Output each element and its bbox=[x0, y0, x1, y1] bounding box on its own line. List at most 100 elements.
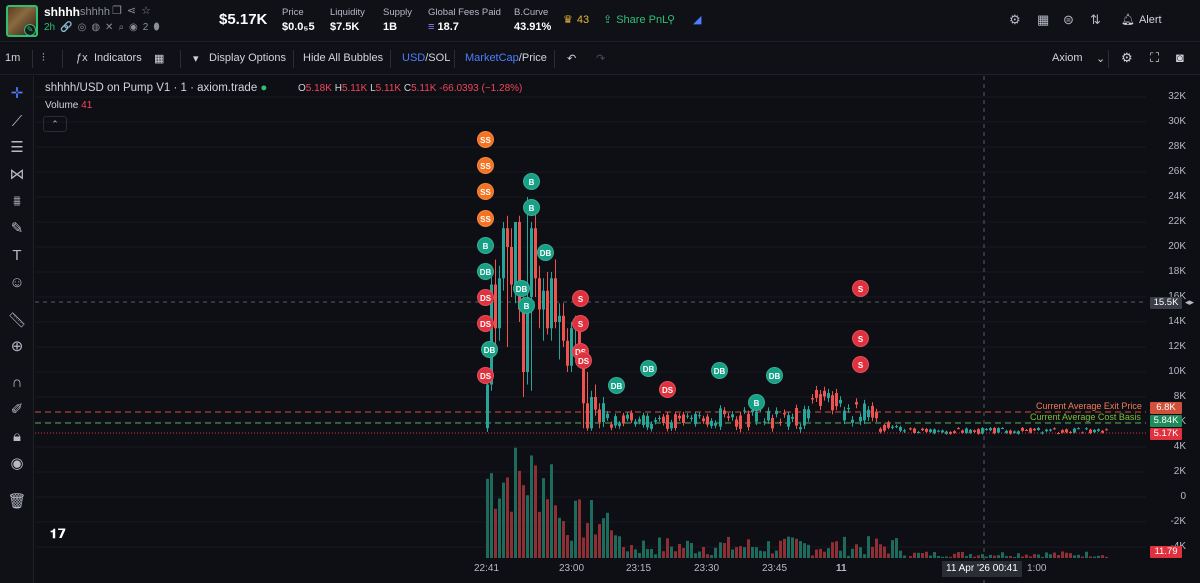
trade-bubble-s[interactable]: S bbox=[572, 290, 589, 307]
chart-settings-icon[interactable]: ⚙ bbox=[1121, 50, 1133, 65]
candle-body bbox=[1029, 428, 1032, 433]
magnet-icon[interactable]: ∩ bbox=[11, 374, 23, 391]
projection-icon[interactable]: ⩩ bbox=[12, 193, 21, 210]
tradingview-logo-icon[interactable]: 𝟏𝟳 bbox=[50, 526, 67, 541]
pump-icon[interactable]: ⬮ bbox=[153, 22, 160, 33]
star-icon[interactable]: ☆ bbox=[141, 5, 151, 17]
crosshair-icon[interactable]: ✛ bbox=[10, 85, 24, 102]
link-icon[interactable]: 🔗 bbox=[60, 22, 73, 33]
grid-icon[interactable]: ▦ bbox=[1037, 12, 1050, 27]
indicators-icon[interactable]: ƒx bbox=[76, 52, 88, 64]
y-tick-label: 26K bbox=[1168, 166, 1186, 177]
trade-bubble-db[interactable]: DB bbox=[766, 367, 783, 384]
candle-body bbox=[682, 414, 685, 423]
provider-caret-icon[interactable]: ⌄ bbox=[1096, 53, 1106, 65]
trade-bubble-db[interactable]: DB bbox=[513, 280, 530, 297]
currency-toggle[interactable]: USD/SOL bbox=[402, 52, 451, 64]
trade-bubble-db[interactable]: DB bbox=[477, 263, 494, 280]
candle-type-icon[interactable]: ⫶ bbox=[42, 52, 45, 64]
swap-icon[interactable]: ⇅ bbox=[1090, 12, 1101, 27]
trade-bubble-b[interactable]: B bbox=[477, 237, 494, 254]
timeframe-button[interactable]: 1m bbox=[5, 52, 21, 64]
trade-bubble-db[interactable]: DB bbox=[711, 362, 728, 379]
stay-drawing-icon[interactable]: ✐ bbox=[10, 401, 24, 418]
trade-bubble-s[interactable]: S bbox=[852, 356, 869, 373]
hide-icon[interactable]: ◉ bbox=[10, 455, 24, 472]
trade-bubble-db[interactable]: DB bbox=[640, 360, 657, 377]
trade-bubble-ss[interactable]: SS bbox=[477, 210, 494, 227]
trade-bubble-ss[interactable]: SS bbox=[477, 183, 494, 200]
alert-button[interactable]: 🔔︎ Alert bbox=[1121, 13, 1162, 27]
price-chart-area[interactable] bbox=[35, 76, 1146, 583]
trade-bubble-ds[interactable]: DS bbox=[575, 352, 592, 369]
pattern-icon[interactable]: ⋈ bbox=[9, 166, 25, 183]
brush-icon[interactable]: ✎ bbox=[10, 220, 24, 237]
marketcap-price-toggle[interactable]: MarketCap/Price bbox=[465, 52, 547, 64]
volume-bar bbox=[871, 546, 874, 558]
website-icon[interactable]: ◎ bbox=[77, 22, 87, 33]
trade-bubble-b[interactable]: B bbox=[523, 173, 540, 190]
ruler-icon[interactable]: 📏︎ bbox=[7, 312, 27, 329]
camera-icon[interactable]: ◙ bbox=[1176, 50, 1184, 65]
candle-body bbox=[570, 328, 573, 366]
trade-bubble-b[interactable]: B bbox=[518, 297, 535, 314]
trade-bubble-ds[interactable]: DS bbox=[477, 289, 494, 306]
trade-bubble-s[interactable]: S bbox=[572, 315, 589, 332]
layout-icon[interactable]: ▦ bbox=[154, 53, 165, 65]
trade-bubble-db[interactable]: DB bbox=[537, 244, 554, 261]
volume-bar bbox=[913, 552, 916, 558]
hide-bubbles-button[interactable]: Hide All Bubbles bbox=[303, 52, 384, 64]
trade-bubble-ss[interactable]: SS bbox=[477, 157, 494, 174]
trade-bubble-ss[interactable]: SS bbox=[477, 131, 494, 148]
share-icon[interactable]: ⋖ bbox=[126, 5, 137, 17]
trade-bubble-db[interactable]: DB bbox=[481, 341, 498, 358]
dollar-icon[interactable]: ⊜ bbox=[1063, 12, 1074, 27]
crown-counter[interactable]: ♛ 43 bbox=[563, 13, 590, 27]
eye-icon[interactable]: ◉ bbox=[129, 22, 138, 33]
x-tick-label: 23:00 bbox=[559, 563, 585, 574]
search-icon[interactable]: ⌕ bbox=[118, 22, 125, 33]
collapse-legend-button[interactable]: ⌃ bbox=[43, 116, 67, 132]
share-pnl-button[interactable]: ⇪ Share PnL bbox=[603, 13, 669, 27]
volume-bar bbox=[1093, 556, 1096, 558]
display-options-button[interactable]: Display Options bbox=[209, 52, 287, 64]
trade-bubble-b[interactable]: B bbox=[523, 199, 540, 216]
announce-icon[interactable]: ◢ bbox=[693, 14, 702, 26]
trade-bubble-s[interactable]: S bbox=[852, 280, 869, 297]
candle-body bbox=[989, 428, 992, 431]
lock-icon[interactable]: 🔒︎ bbox=[13, 428, 21, 445]
token-age: 2h bbox=[44, 22, 56, 33]
volume-bar bbox=[542, 478, 545, 558]
price-axis[interactable] bbox=[1146, 76, 1200, 583]
candle-body bbox=[887, 422, 890, 428]
candle-body bbox=[851, 419, 854, 423]
twitter-icon[interactable]: ✕ bbox=[105, 22, 114, 33]
undo-icon[interactable]: ↶ bbox=[567, 53, 577, 65]
trade-bubble-ds[interactable]: DS bbox=[659, 381, 676, 398]
trade-bubble-ds[interactable]: DS bbox=[477, 315, 494, 332]
trend-line-icon[interactable]: ⟋ bbox=[11, 113, 23, 130]
candle-body bbox=[767, 410, 770, 421]
emoji-icon[interactable]: ☺ bbox=[9, 274, 25, 291]
trash-icon[interactable]: 🗑︎ bbox=[7, 493, 27, 510]
chart-icon[interactable]: ◍ bbox=[91, 22, 101, 33]
copy-icon[interactable]: ❐ bbox=[112, 5, 122, 17]
trade-bubble-ds[interactable]: DS bbox=[477, 367, 494, 384]
text-icon[interactable]: T bbox=[12, 247, 22, 264]
pin-icon[interactable]: ⚲ bbox=[667, 14, 676, 26]
trade-bubble-s[interactable]: S bbox=[852, 330, 869, 347]
settings-icon[interactable]: ⚙ bbox=[1009, 12, 1021, 27]
axis-expand-icon[interactable]: ◂▸ bbox=[1185, 297, 1195, 307]
fib-icon[interactable]: ☰ bbox=[10, 139, 24, 156]
display-options-caret-icon[interactable]: ▾ bbox=[193, 53, 199, 65]
trade-bubble-db[interactable]: DB bbox=[608, 377, 625, 394]
zoom-in-icon[interactable]: ⊕ bbox=[10, 338, 24, 355]
volume-bar bbox=[602, 518, 605, 558]
candlestick-chart[interactable] bbox=[35, 76, 1146, 583]
trade-bubble-b[interactable]: B bbox=[748, 394, 765, 411]
indicators-button[interactable]: Indicators bbox=[94, 52, 142, 64]
redo-icon[interactable]: ↷ bbox=[596, 53, 606, 65]
fullscreen-icon[interactable]: ⛶ bbox=[1150, 50, 1160, 65]
token-avatar[interactable] bbox=[6, 5, 38, 37]
provider-select[interactable]: Axiom bbox=[1052, 52, 1083, 64]
